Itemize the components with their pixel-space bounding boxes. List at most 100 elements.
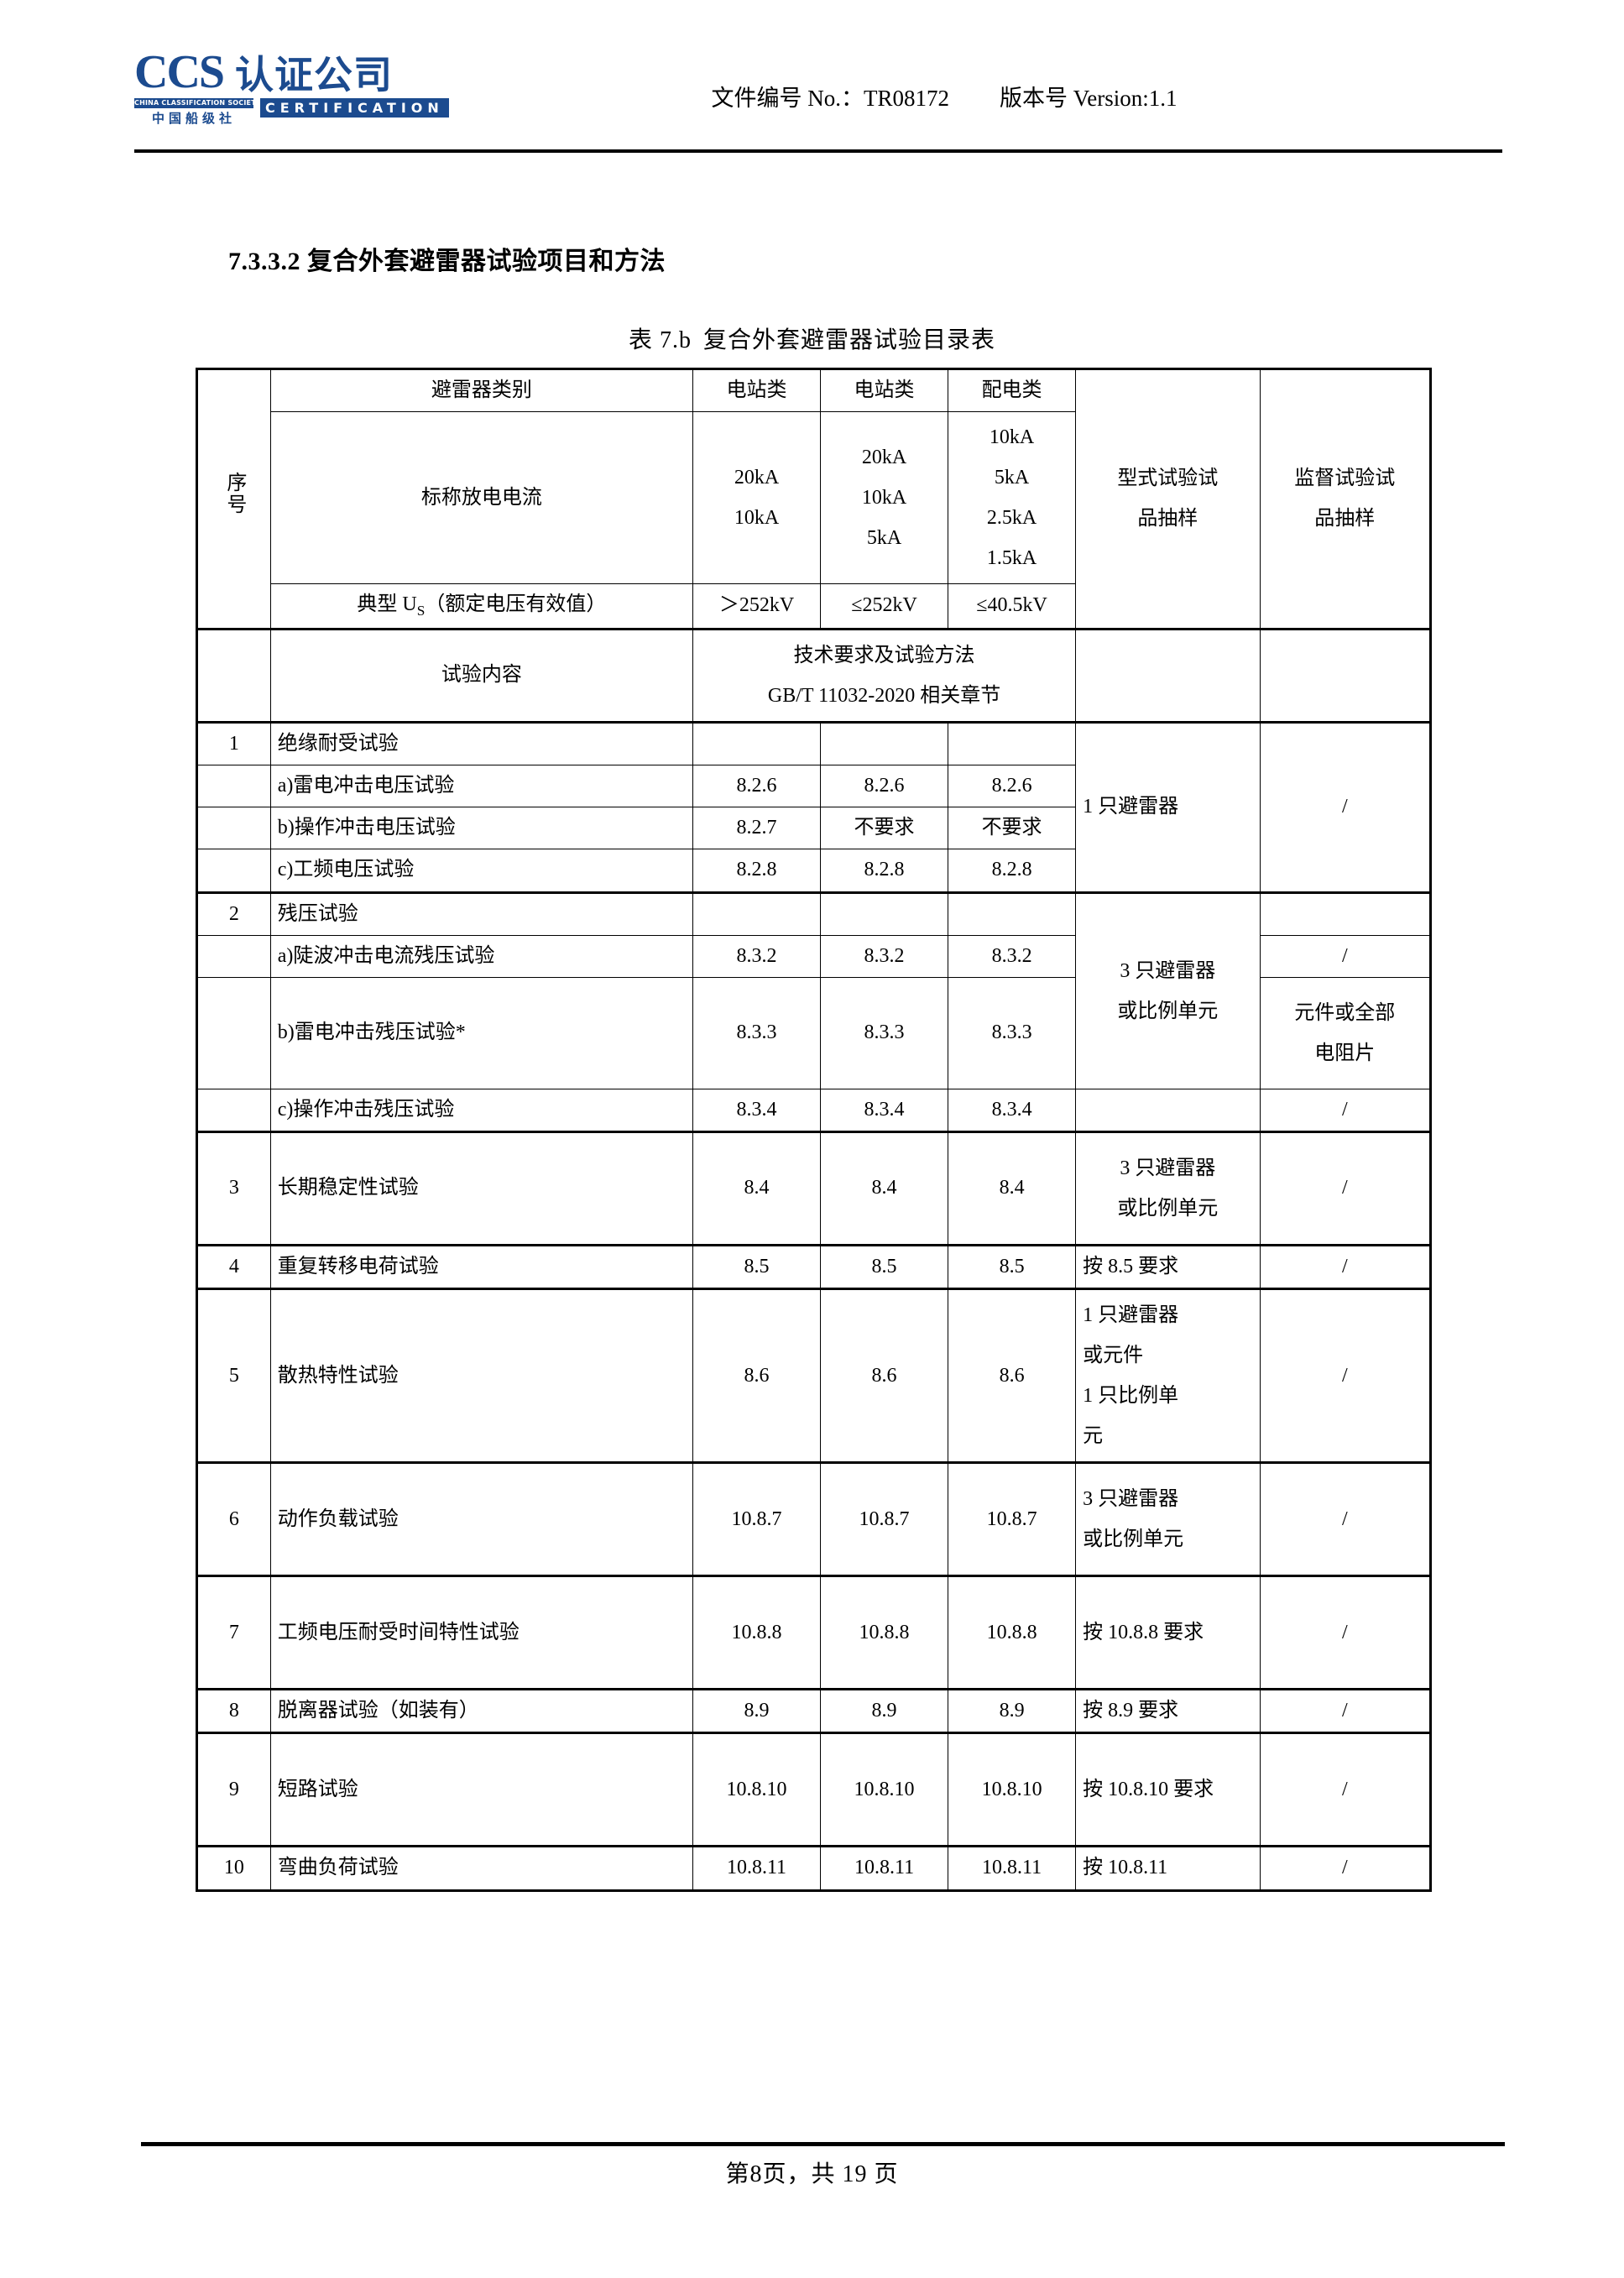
row-no: 6: [196, 1461, 271, 1577]
table-caption: 表 7.b 复合外套避雷器试验目录表: [0, 321, 1624, 355]
table-row: 1 绝缘耐受试验 1 只避雷器 /: [196, 720, 1433, 893]
row-value-3: 8.5: [948, 1244, 1077, 1290]
logo-english-society: CHINA CLASSIFICATION SOCIETY: [134, 98, 253, 108]
row-value-3: 10.8.11: [948, 1845, 1077, 1892]
row-sample-supervision: /: [1259, 1288, 1433, 1464]
supervision-test-sample-header-line2: 品抽样: [1314, 508, 1376, 530]
row-sample-type: 按 8.9 要求: [1075, 1688, 1261, 1734]
document-number: 文件编号 No.：TR08172: [711, 86, 950, 111]
row-item: c)操作冲击残压试验: [269, 1088, 693, 1133]
supervision-test-sample-header: 监督试验试 品抽样: [1259, 368, 1433, 630]
row-item: 散热特性试验: [269, 1288, 693, 1464]
row-value-2: 10.8.7: [820, 1461, 949, 1577]
typical-us-value-2: ≤252kV: [820, 583, 949, 630]
row-sample-supervision: /: [1259, 1575, 1433, 1690]
table-caption-label: 表 7.b: [628, 327, 692, 353]
nominal-current-1-a: 20kA: [734, 467, 780, 489]
page-number-footer: 第8页，共 19 页: [725, 2161, 899, 2187]
row-sample-type: 按 8.5 要求: [1075, 1244, 1261, 1290]
row-value-1: 8.6: [692, 1288, 822, 1464]
row-value-2: 8.3.3: [820, 976, 949, 1089]
row-item: 绝缘耐受试验: [269, 720, 693, 765]
table-row: a)雷电冲击电压试验 8.2.6 8.2.6 8.2.6: [196, 764, 1431, 808]
row-item: 工频电压耐受时间特性试验: [269, 1575, 693, 1690]
row-item: 残压试验: [269, 891, 693, 936]
table-row: 9 短路试验 10.8.10 10.8.10 10.8.10 按 10.8.10…: [196, 1732, 1433, 1847]
table-row-nominal-current: 标称放电电流 20kA 10kA 20kA 10kA 5kA: [197, 411, 1431, 585]
row-value-2: 不要求: [820, 807, 949, 850]
row-no: [196, 849, 271, 893]
row-sample-supervision: /: [1259, 1732, 1433, 1847]
row-sample-type-line2: 或比例单元: [1117, 1198, 1219, 1220]
row-value-1: 10.8.11: [692, 1845, 822, 1892]
ccs-logo: CCS 认证公司 CHINA CLASSIFICATION SOCIETY 中国…: [134, 44, 449, 126]
row-value-2: 10.8.11: [820, 1845, 949, 1892]
arrester-class-label: 避雷器类别: [269, 367, 693, 413]
row-sample-supervision: [1259, 891, 1433, 936]
row-sample-type: 3 只避雷器 或比例单元: [1075, 1131, 1261, 1246]
arrester-class-value-3: 配电类: [948, 367, 1077, 413]
row-sample-sup-line1: 元件或全部: [1294, 1001, 1396, 1024]
row-sample-type-line1: 3 只避雷器: [1083, 1488, 1179, 1511]
requirement-method-header: 技术要求及试验方法 GB/T 11032-2020 相关章节: [692, 627, 1077, 723]
row-value-3: [948, 891, 1077, 936]
document-version: 版本号 Version:1.1: [1000, 86, 1178, 111]
table-row: 8 脱离器试验（如装有） 8.9 8.9 8.9 按 8.9 要求 /: [196, 1688, 1433, 1734]
table-row: 10 弯曲负荷试验 10.8.11 10.8.11 10.8.11 按 10.8…: [196, 1845, 1433, 1892]
type-test-sample-header: 型式试验试 品抽样: [1075, 368, 1261, 630]
row-value-3: 8.6: [948, 1288, 1077, 1464]
test-catalog-table-wrapper: 序号 避雷器类别 电站类 电站类 配电类 型式试验试 品抽样 监督试验: [196, 367, 1433, 1892]
type-test-sample-blank: [1075, 627, 1261, 723]
row-sample-type: 1 只避雷器: [1075, 720, 1261, 893]
row-no: 5: [196, 1288, 271, 1464]
row-item: 动作负载试验: [269, 1461, 693, 1577]
row-value-1: 8.5: [692, 1244, 822, 1290]
table-row: 7 工频电压耐受时间特性试验 10.8.8 10.8.8 10.8.8 按 10…: [196, 1575, 1433, 1690]
row-sample-supervision: /: [1259, 1845, 1433, 1892]
row-sample-supervision: /: [1259, 720, 1433, 893]
row-value-2: 8.5: [820, 1244, 949, 1290]
nominal-current-2-b: 10kA: [861, 487, 907, 509]
arrester-class-value-2: 电站类: [820, 367, 949, 413]
row-sample-type-line1: 1 只避雷器: [1083, 1304, 1179, 1327]
row-value-3: 8.9: [948, 1688, 1077, 1734]
nominal-current-3-d: 1.5kA: [986, 547, 1037, 570]
row-sample-type: 按 10.8.8 要求: [1075, 1575, 1261, 1690]
typical-us-label: 典型 US（额定电压有效值）: [269, 583, 693, 630]
row-value-3: 8.3.2: [948, 934, 1077, 978]
row-value-1: 8.3.2: [692, 934, 822, 978]
row-sample-supervision: /: [1259, 1244, 1433, 1290]
seq-header-cell: 序号: [196, 368, 271, 630]
nominal-current-label: 标称放电电流: [269, 411, 693, 585]
row-value-3: 8.2.8: [948, 849, 1077, 893]
row-value-1: 8.9: [692, 1688, 822, 1734]
row-sample-type-line4: 元: [1083, 1425, 1104, 1448]
logo-primary-row: CCS 认证公司: [134, 44, 436, 96]
table-row: 2 残压试验 3 只避雷器 或比例单元: [196, 891, 1433, 1089]
footer-divider: [141, 2142, 1505, 2146]
row-value-2: 8.3.4: [820, 1088, 949, 1133]
requirement-method-line2: GB/T 11032-2020 相关章节: [767, 684, 1001, 707]
typical-us-label-sub: S: [416, 602, 426, 619]
row-value-2: 8.4: [820, 1131, 949, 1246]
row-value-3: [948, 720, 1077, 765]
row-sample-type: 3 只避雷器 或比例单元: [1075, 1461, 1261, 1577]
arrester-class-value-1: 电站类: [692, 367, 822, 413]
row-value-2: 8.3.2: [820, 934, 949, 978]
table-row-test-content-header: 试验内容 技术要求及试验方法 GB/T 11032-2020 相关章节: [196, 627, 1433, 723]
row-value-3: 8.2.6: [948, 764, 1077, 808]
row-value-2: 8.2.6: [820, 764, 949, 808]
test-content-label: 试验内容: [269, 627, 693, 723]
row-value-2: 10.8.10: [820, 1732, 949, 1847]
row-sample-type-line3: 1 只比例单: [1083, 1385, 1179, 1408]
row-value-2: 8.6: [820, 1288, 949, 1464]
header-metadata: 文件编号 No.：TR08172 版本号 Version:1.1: [436, 80, 1502, 126]
logo-certification-band: CERTIFICATION: [260, 98, 449, 118]
row-no: 7: [196, 1575, 271, 1690]
row-no: 4: [196, 1244, 271, 1290]
row-value-1: 8.3.4: [692, 1088, 822, 1133]
row-value-1: 10.8.10: [692, 1732, 822, 1847]
row-no: [196, 934, 271, 978]
row-item: 长期稳定性试验: [269, 1131, 693, 1246]
